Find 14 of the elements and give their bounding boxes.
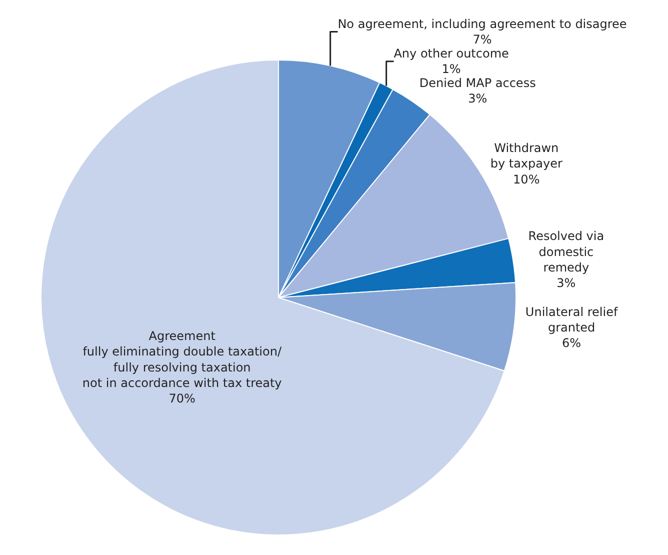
slice-label: Withdrawn by taxpayer (490, 141, 562, 171)
slice-label: Any other outcome (394, 46, 509, 61)
data-label: 6% (562, 336, 582, 350)
data-label: 70% (168, 392, 196, 406)
data-label: 1% (442, 62, 461, 76)
data-label: 10% (513, 172, 540, 186)
slice-label: Unilateral relief granted (525, 305, 618, 335)
data-label: 3% (556, 276, 576, 290)
slice-label: Denied MAP access (419, 76, 536, 90)
data-label: 7% (472, 32, 492, 47)
slice-label: No agreement, including agreement to disagree (338, 16, 627, 31)
data-label: 3% (468, 92, 488, 106)
slice-label: Agreement fully eliminating double taxation/ fully resolving taxation not in accordance with tax treaty (82, 329, 282, 390)
slice-label: Resolved via domestic remedy (528, 229, 604, 274)
